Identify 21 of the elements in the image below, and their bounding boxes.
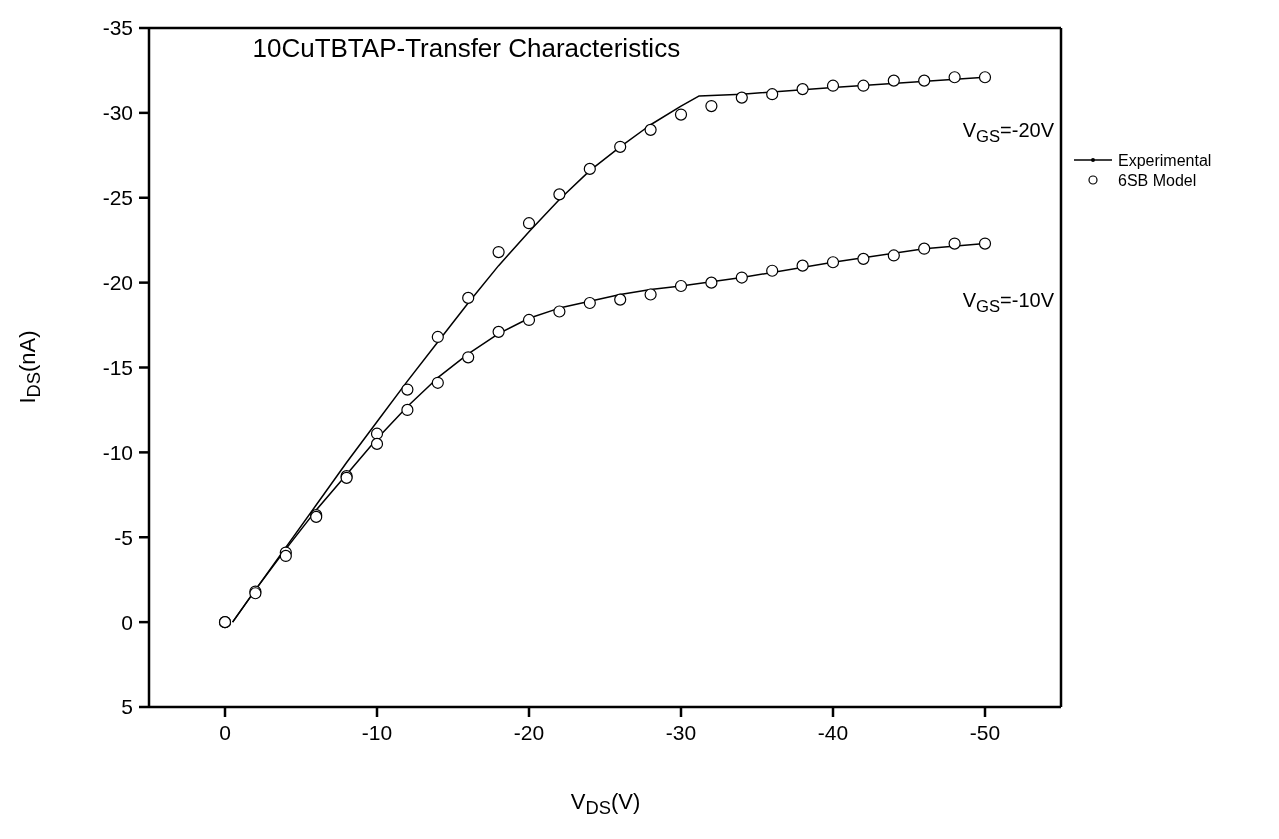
x-tick-label: -30 bbox=[665, 720, 697, 744]
y-tick-label: -35 bbox=[102, 16, 133, 40]
chart-title: 10CuTBTAP-Transfer Characteristics bbox=[252, 33, 681, 63]
x-axis-title: V$_{DS}$(V) bbox=[570, 789, 641, 819]
y-tick-label: -10 bbox=[102, 440, 133, 464]
x-tick-label: -50 bbox=[969, 720, 1001, 744]
y-tick-label: -25 bbox=[102, 186, 133, 210]
legend-label: 6SB Model bbox=[1118, 172, 1197, 189]
x-tick-label: -20 bbox=[513, 720, 545, 744]
y-tick-label: -30 bbox=[102, 101, 133, 125]
y-tick-label: -20 bbox=[102, 271, 133, 295]
legend-label: Experimental bbox=[1118, 152, 1212, 169]
x-tick-label: -10 bbox=[361, 720, 393, 744]
y-tick-label: -5 bbox=[114, 525, 133, 549]
x-tick-label: 0 bbox=[219, 720, 231, 744]
y-tick-label: -15 bbox=[102, 355, 133, 379]
x-tick-label: -40 bbox=[817, 720, 849, 744]
y-tick-label: 5 bbox=[121, 695, 133, 719]
annotation: V$_{GS}$=-20V bbox=[962, 119, 1054, 146]
annotation: V$_{GS}$=-10V bbox=[962, 289, 1054, 316]
y-tick-label: 0 bbox=[121, 610, 133, 634]
